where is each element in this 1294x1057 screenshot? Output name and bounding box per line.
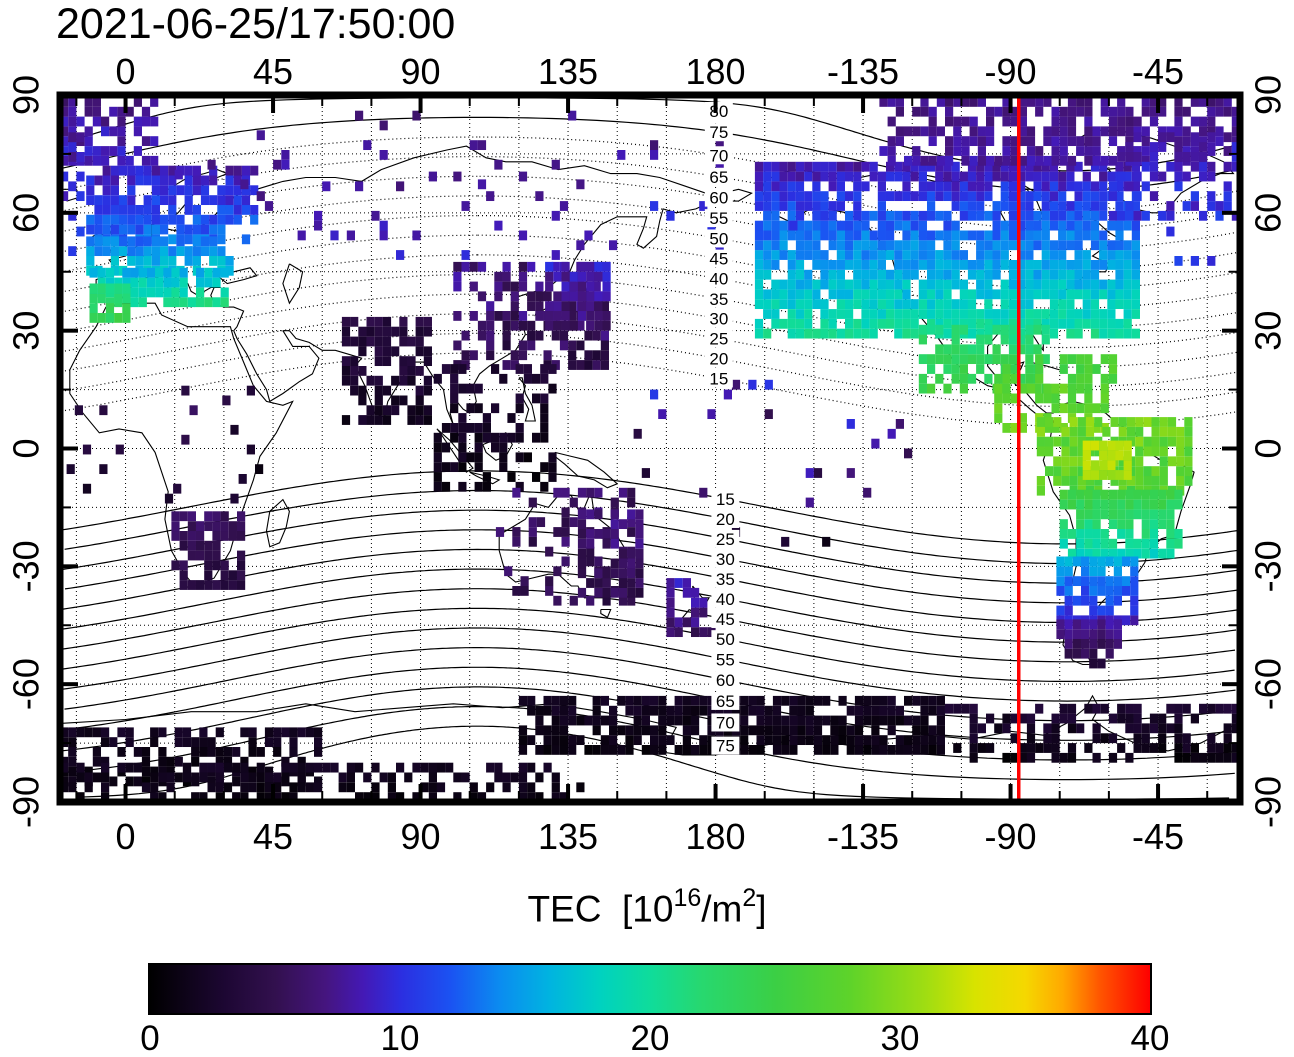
svg-text:50: 50 — [716, 630, 735, 649]
svg-text:-60: -60 — [6, 658, 47, 710]
colorbar-tick-label: 40 — [1130, 1019, 1170, 1057]
svg-text:0: 0 — [6, 438, 47, 458]
svg-text:75: 75 — [716, 737, 735, 756]
svg-text:60: 60 — [1248, 193, 1289, 233]
svg-text:-90: -90 — [1248, 776, 1289, 828]
svg-text:60: 60 — [716, 671, 735, 690]
svg-text:60: 60 — [6, 193, 47, 233]
colorbar-title-end: ] — [756, 888, 767, 930]
y-axis-labels-left: 90 60 30 0 -30 -60 -90 — [6, 75, 47, 828]
svg-text:-30: -30 — [1248, 540, 1289, 592]
colorbar-title: TEC [1016/m2] — [0, 884, 1294, 930]
svg-text:180: 180 — [686, 816, 746, 857]
svg-text:20: 20 — [716, 510, 735, 529]
svg-text:-135: -135 — [827, 816, 899, 857]
svg-text:30: 30 — [716, 550, 735, 569]
svg-text:45: 45 — [709, 250, 728, 269]
svg-text:50: 50 — [709, 229, 728, 248]
axis-ticks — [63, 98, 1237, 799]
svg-text:-90: -90 — [985, 816, 1037, 857]
contour-labels: 1520253035404550556065707580152025303540… — [704, 102, 740, 756]
colorbar-title-exponent: 16 — [673, 884, 702, 912]
svg-text:-60: -60 — [1248, 658, 1289, 710]
svg-text:35: 35 — [709, 290, 728, 309]
svg-text:60: 60 — [709, 189, 728, 208]
svg-text:65: 65 — [716, 692, 735, 711]
svg-text:25: 25 — [709, 330, 728, 349]
svg-text:40: 40 — [716, 590, 735, 609]
svg-text:30: 30 — [6, 311, 47, 351]
svg-text:25: 25 — [716, 530, 735, 549]
svg-text:35: 35 — [716, 570, 735, 589]
svg-text:0: 0 — [1248, 438, 1289, 458]
svg-text:15: 15 — [709, 370, 728, 389]
svg-text:20: 20 — [709, 350, 728, 369]
svg-text:65: 65 — [709, 168, 728, 187]
svg-text:90: 90 — [6, 75, 47, 115]
svg-text:90: 90 — [401, 816, 441, 857]
map-frame — [56, 91, 1244, 806]
svg-text:70: 70 — [709, 146, 728, 165]
svg-text:45: 45 — [253, 816, 293, 857]
svg-text:-90: -90 — [6, 776, 47, 828]
svg-text:55: 55 — [709, 209, 728, 228]
world-map-plot: 1520253035404550556065707580152025303540… — [6, 51, 1289, 857]
svg-text:70: 70 — [716, 713, 735, 732]
svg-text:135: 135 — [538, 51, 598, 92]
colorbar-tick-label: 20 — [630, 1019, 670, 1057]
svg-text:30: 30 — [709, 310, 728, 329]
svg-text:-45: -45 — [1132, 51, 1184, 92]
svg-text:0: 0 — [116, 51, 136, 92]
tec-pixels — [60, 97, 1240, 802]
svg-text:-30: -30 — [6, 540, 47, 592]
x-axis-labels-bottom: 0 45 90 135 180 -135 -90 -45 — [116, 816, 1185, 857]
colorbar-title-mid: /m — [701, 888, 743, 930]
svg-text:30: 30 — [1248, 311, 1289, 351]
svg-text:-45: -45 — [1132, 816, 1184, 857]
svg-text:55: 55 — [716, 650, 735, 669]
colorbar-tick-label: 30 — [880, 1019, 920, 1057]
plot-title: 2021-06-25/17:50:00 — [56, 0, 456, 48]
svg-text:135: 135 — [538, 816, 598, 857]
x-axis-labels-top: 0 45 90 135 180 -135 -90 -45 — [116, 51, 1185, 92]
svg-text:45: 45 — [716, 610, 735, 629]
svg-text:-135: -135 — [827, 51, 899, 92]
colorbar-title-exponent2: 2 — [742, 884, 757, 912]
svg-text:90: 90 — [401, 51, 441, 92]
colorbar-tick-label: 0 — [140, 1019, 160, 1057]
y-axis-labels-right: 90 60 30 0 -30 -60 -90 — [1248, 75, 1289, 828]
svg-text:15: 15 — [716, 490, 735, 509]
colorbar-title-base: TEC [10 — [527, 888, 674, 930]
svg-text:0: 0 — [116, 816, 136, 857]
svg-text:40: 40 — [709, 270, 728, 289]
svg-text:180: 180 — [686, 51, 746, 92]
colorbar-tick-label: 10 — [380, 1019, 420, 1057]
colorbar-tick-labels: 0 10 20 30 40 — [0, 1019, 1294, 1057]
colorbar-gradient — [148, 963, 1152, 1015]
svg-text:90: 90 — [1248, 75, 1289, 115]
svg-text:80: 80 — [709, 102, 728, 121]
svg-text:45: 45 — [253, 51, 293, 92]
svg-text:-90: -90 — [985, 51, 1037, 92]
svg-text:75: 75 — [709, 123, 728, 142]
